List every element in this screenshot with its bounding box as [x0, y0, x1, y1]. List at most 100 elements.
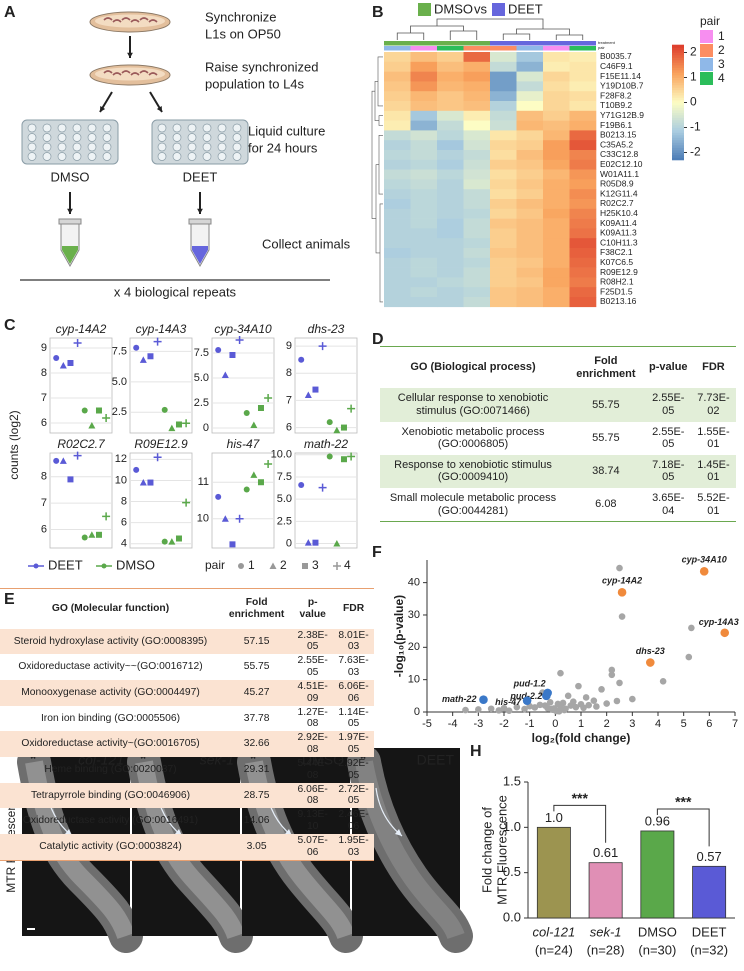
- row-label: C46F9.1: [600, 61, 633, 71]
- y-tick-label: 4: [121, 538, 127, 550]
- dendrogram: [396, 32, 425, 40]
- heatmap-cell: [516, 81, 544, 92]
- heatmap-cell: [543, 277, 570, 288]
- heatmap-cell: [543, 287, 570, 298]
- table-cell: 2.55E-05: [652, 425, 685, 451]
- heatmap-cell: [490, 169, 517, 180]
- well: [172, 133, 182, 142]
- heatmap-cell: [490, 199, 517, 210]
- trace-arrow-head: [65, 829, 72, 836]
- heatmap-cell: [490, 110, 517, 121]
- well: [102, 152, 112, 161]
- point: [546, 698, 554, 706]
- pair-annotation: [437, 46, 464, 51]
- heatmap-cell: [384, 297, 411, 308]
- well: [57, 123, 67, 133]
- heatmap-cell: [490, 120, 517, 131]
- well: [87, 123, 97, 133]
- point: [168, 538, 176, 545]
- step-text: Raise synchronized: [205, 59, 318, 74]
- row-label: E02C12.10: [600, 159, 643, 169]
- dendrogram: [378, 135, 383, 195]
- trace-arrow-head: [175, 829, 182, 836]
- colorbar-slice: [672, 77, 684, 81]
- row-label: C35A5.2: [600, 139, 633, 149]
- heatmap-cell: [543, 248, 570, 259]
- y-tick-label: 7.5: [277, 471, 292, 483]
- heatmap-cell: [384, 189, 411, 200]
- y-tick-label: 20: [408, 641, 420, 653]
- row-label: F15E11.14: [600, 71, 641, 81]
- pair-annotation: [569, 46, 596, 51]
- legend-label: 1: [248, 558, 255, 572]
- colorbar-slice: [672, 122, 684, 126]
- condition-label: DEET: [183, 169, 218, 184]
- point: [229, 352, 236, 358]
- point: [81, 534, 88, 541]
- heatmap-cell: [463, 140, 491, 151]
- row-label: B0035.7: [600, 51, 632, 61]
- image-marker: *: [250, 751, 257, 768]
- well: [27, 152, 37, 161]
- heatmap-cell: [463, 208, 491, 219]
- heatmap-cell: [437, 228, 464, 239]
- y-axis-label: MTR Fluorescence: [494, 795, 509, 905]
- row-label: W01A11.1: [600, 169, 639, 179]
- heatmap-cell: [384, 150, 411, 161]
- x-tick-label: -1: [525, 718, 535, 730]
- plot-area: [211, 337, 275, 434]
- heatmap-cell: [463, 101, 491, 112]
- subplot-title: R02C2.7: [57, 437, 106, 451]
- x-tick-label: 1: [578, 718, 584, 730]
- heatmap-cell: [437, 277, 464, 288]
- heatmap-cell: [384, 199, 411, 210]
- y-axis-label: Fold change of: [479, 807, 494, 893]
- point: [298, 356, 305, 363]
- point: [688, 624, 695, 632]
- point: [88, 531, 96, 538]
- heatmap-cell: [437, 150, 464, 161]
- colorbar-slice: [672, 82, 684, 86]
- well: [27, 133, 37, 142]
- row-label: Y19D10B.7: [600, 81, 644, 91]
- header-cell: p-value: [649, 361, 688, 374]
- panel-letter: D: [372, 331, 384, 348]
- image-label: col-121: [78, 752, 124, 768]
- legend-label: 2: [280, 558, 287, 572]
- colorbar-slice: [672, 109, 684, 113]
- colorbar-label: -2: [690, 145, 701, 159]
- point: [235, 514, 244, 523]
- point: [153, 453, 162, 462]
- table-cell: Iron ion binding (GO:0005506): [40, 712, 181, 724]
- point: [81, 407, 88, 414]
- y-tick-label: 6: [286, 421, 292, 433]
- header-cell: p-value: [299, 597, 326, 620]
- heatmap-cell: [437, 267, 464, 278]
- point: [102, 512, 111, 521]
- heatmap-cell: [437, 71, 464, 82]
- heatmap-cell: [490, 101, 517, 112]
- y-tick-label: 6: [41, 523, 47, 535]
- arrow-head: [127, 52, 133, 58]
- y-tick-label: 5.0: [112, 376, 127, 388]
- highlight-point: [646, 658, 655, 667]
- header-row: GO (Biological process) Fold enrichment p-…: [380, 347, 736, 389]
- point: [570, 698, 577, 705]
- y-axis-label: counts (log2): [7, 410, 21, 479]
- heatmap-cell: [569, 130, 597, 141]
- heatmap-cell: [437, 257, 464, 268]
- x-tick-label: 5: [681, 718, 687, 730]
- step-text: L1s on OP50: [205, 26, 281, 41]
- table-cell: 5.07E-06: [297, 834, 328, 858]
- legend-label: DMSO: [116, 557, 155, 572]
- plot-area: [294, 452, 358, 549]
- y-tick-label: 0: [203, 422, 209, 434]
- heatmap-cell: [516, 169, 544, 180]
- legend-label: 3: [312, 558, 319, 572]
- y-tick-label: 10: [115, 474, 127, 486]
- point-label: his-47: [495, 697, 522, 707]
- point: [340, 456, 347, 463]
- heatmap-cell: [516, 159, 544, 170]
- heatmap-cell: [410, 169, 438, 180]
- heatmap-cell: [463, 130, 491, 141]
